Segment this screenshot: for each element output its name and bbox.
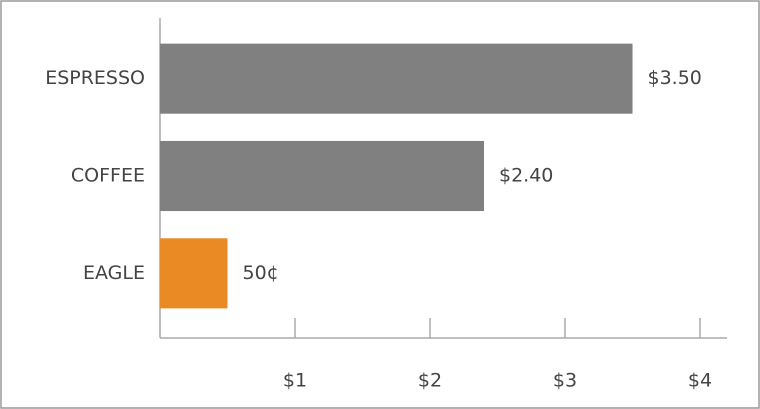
x-tick-label: $3 xyxy=(553,370,577,392)
category-label: COFFEE xyxy=(71,165,145,187)
value-label: $3.50 xyxy=(648,67,702,89)
bar xyxy=(160,238,228,309)
category-label: EAGLE xyxy=(83,262,145,284)
x-tick-label: $2 xyxy=(418,370,442,392)
bar xyxy=(160,140,484,212)
x-tick-label: $4 xyxy=(688,370,712,392)
x-tick-label: $1 xyxy=(283,370,307,392)
bar xyxy=(160,43,633,114)
value-label: $2.40 xyxy=(499,165,553,187)
value-label: 50¢ xyxy=(243,262,279,284)
category-label: ESPRESSO xyxy=(45,67,145,89)
